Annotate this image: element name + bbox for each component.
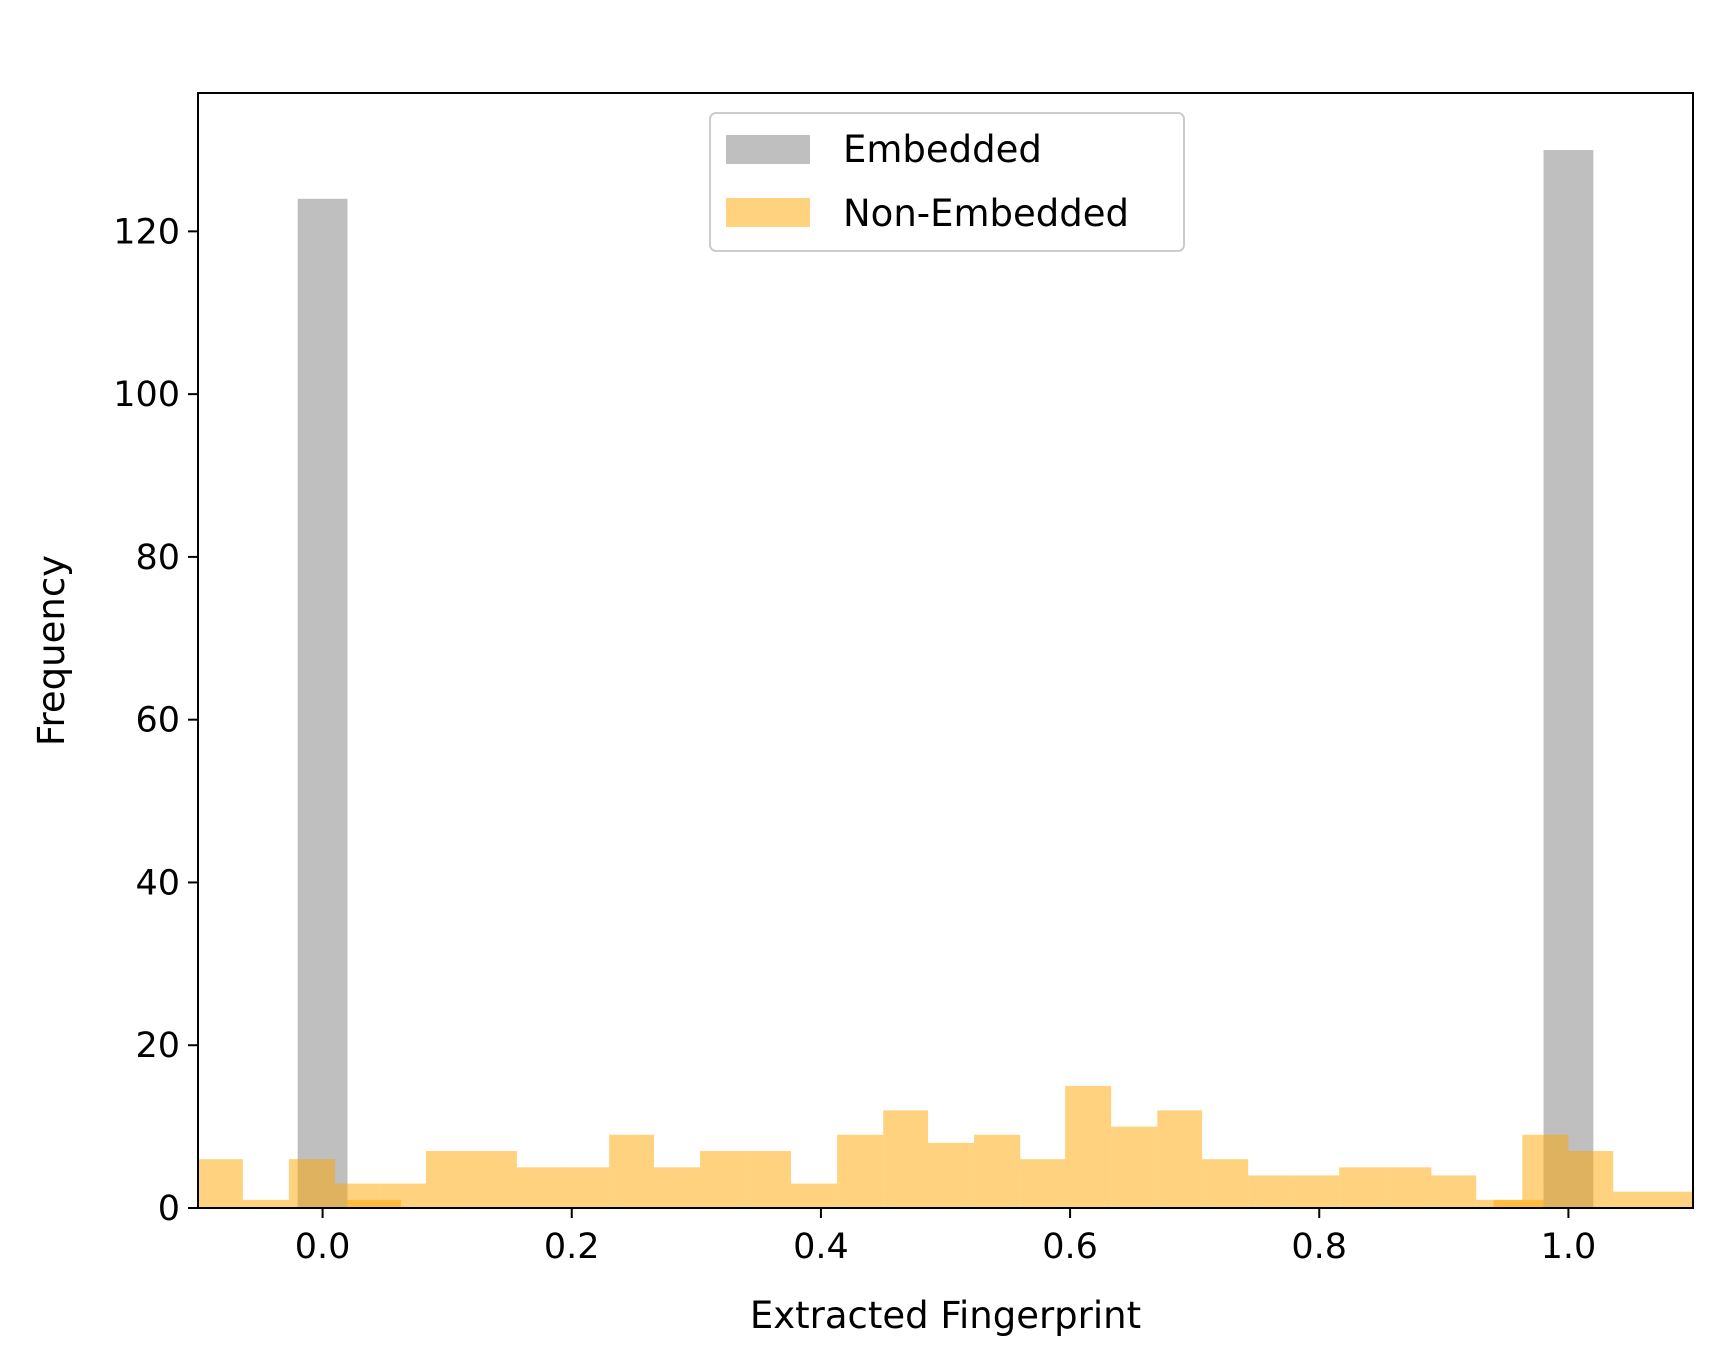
bar-series1-bin10 [653, 1167, 701, 1208]
x-tick-label: 0.2 [544, 1227, 600, 1267]
y-tick-label: 40 [135, 863, 180, 903]
legend-box [709, 112, 1185, 252]
x-tick-label: 1.0 [1541, 1227, 1597, 1267]
bar-series1-bin7 [516, 1167, 564, 1208]
bar-series1-bin16 [928, 1142, 975, 1208]
y-tick-label: 0 [158, 1189, 180, 1229]
bar-series1-bin20 [1111, 1126, 1158, 1208]
legend-swatch-embedded [726, 135, 810, 164]
y-tick-label: 60 [135, 701, 180, 741]
bar-series1-bin17 [974, 1134, 1021, 1208]
y-tick-label: 20 [135, 1026, 180, 1066]
plot-frame [197, 92, 1694, 1209]
bar-series1-bin8 [563, 1167, 610, 1208]
bar-series1-bin2 [288, 1159, 336, 1208]
bar-series1-bin6 [472, 1151, 517, 1208]
bar-series1-bin12 [746, 1151, 792, 1208]
bar-series1-bin14 [837, 1134, 884, 1208]
bar-series1-bin19 [1065, 1085, 1112, 1208]
bars-layer [198, 149, 1693, 1209]
y-tick-label: 120 [113, 212, 180, 252]
bar-series1-bin24 [1294, 1175, 1340, 1208]
bar-series1-bin23 [1248, 1175, 1295, 1208]
x-axis-ticks: 0.0 0.2 0.4 0.6 0.8 1.0 [295, 1208, 1597, 1267]
legend-label-embedded: Embedded [843, 128, 1042, 171]
bar-series1-bin18 [1020, 1159, 1066, 1208]
x-tick-label: 0.6 [1042, 1227, 1098, 1267]
bar-series0-bin0 [297, 198, 348, 1209]
x-tick-label: 0.4 [793, 1227, 849, 1267]
bar-series1-bin31 [1613, 1191, 1693, 1208]
y-axis-label: Frequency [30, 555, 73, 746]
bar-series1-bin29 [1522, 1134, 1569, 1208]
bar-series2-bin1 [1493, 1199, 1544, 1208]
bar-series1-bin15 [883, 1110, 929, 1208]
bar-series1-bin13 [791, 1183, 838, 1208]
bar-series1-bin1 [242, 1199, 289, 1208]
y-tick-label: 100 [113, 375, 180, 415]
bar-series1-bin11 [700, 1151, 747, 1208]
y-axis-ticks: 0 20 40 60 80 100 120 [113, 212, 198, 1229]
bar-series1-bin5 [425, 1151, 473, 1208]
legend-swatch-non-embedded [726, 198, 810, 227]
y-tick-label: 80 [135, 538, 180, 578]
bar-series1-bin0 [198, 1159, 243, 1208]
bar-series1-bin21 [1157, 1110, 1203, 1208]
x-tick-label: 0.8 [1291, 1227, 1347, 1267]
legend: Embedded Non-Embedded [709, 112, 1185, 252]
bar-series0-bin1 [1543, 149, 1594, 1209]
bar-series2-bin0 [347, 1199, 402, 1208]
bar-series1-bin27 [1431, 1175, 1477, 1208]
x-axis-label: Extracted Fingerprint [750, 1294, 1141, 1337]
bar-series1-bin25 [1339, 1167, 1386, 1208]
legend-label-non-embedded: Non-Embedded [843, 192, 1129, 235]
bar-series1-bin22 [1202, 1159, 1249, 1208]
bar-series1-bin30 [1568, 1151, 1614, 1208]
x-tick-label: 0.0 [295, 1227, 351, 1267]
bar-series1-bin26 [1385, 1167, 1432, 1208]
bar-series1-bin9 [609, 1134, 654, 1208]
